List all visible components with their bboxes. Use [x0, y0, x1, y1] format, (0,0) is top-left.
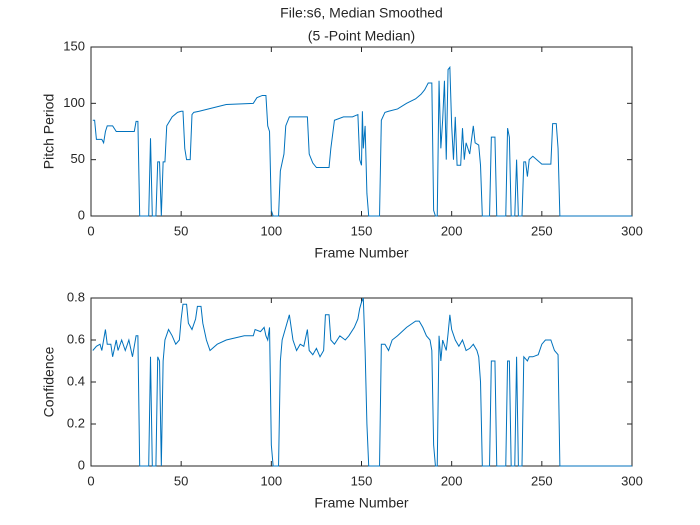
y-tick-label: 0.2: [67, 415, 85, 430]
x-tick-label: 200: [441, 223, 463, 238]
chart-title: File:s6, Median Smoothed: [280, 5, 443, 21]
x-tick-label: 0: [87, 473, 94, 488]
x-tick-label: 50: [174, 223, 188, 238]
chart-subtitle: (5 -Point Median): [308, 28, 415, 44]
y-axis-label: Pitch Period: [41, 94, 57, 169]
x-tick-label: 150: [351, 473, 373, 488]
x-tick-label: 300: [621, 473, 643, 488]
y-tick-label: 100: [63, 95, 85, 110]
x-tick-label: 100: [260, 223, 282, 238]
y-tick-label: 0: [78, 457, 85, 472]
y-axis-label: Confidence: [41, 346, 57, 417]
y-tick-label: 0.6: [67, 331, 85, 346]
x-tick-label: 200: [441, 473, 463, 488]
data-line: [92, 65, 632, 217]
y-tick-label: 50: [71, 151, 85, 166]
y-tick-label: 0.4: [67, 373, 85, 388]
data-line: [92, 297, 632, 467]
x-tick-label: 250: [531, 223, 553, 238]
x-tick-label: 0: [87, 223, 94, 238]
x-axis-label: Frame Number: [314, 495, 408, 511]
x-axis-label: Frame Number: [314, 245, 408, 261]
x-tick-label: 300: [621, 223, 643, 238]
y-tick-label: 150: [63, 38, 85, 53]
x-tick-label: 50: [174, 473, 188, 488]
plot-area: [90, 46, 633, 217]
y-tick-label: 0.8: [67, 289, 85, 304]
plot-area: [90, 297, 633, 467]
x-tick-label: 250: [531, 473, 553, 488]
y-tick-label: 0: [78, 207, 85, 222]
x-tick-label: 100: [260, 473, 282, 488]
x-tick-label: 150: [351, 223, 373, 238]
